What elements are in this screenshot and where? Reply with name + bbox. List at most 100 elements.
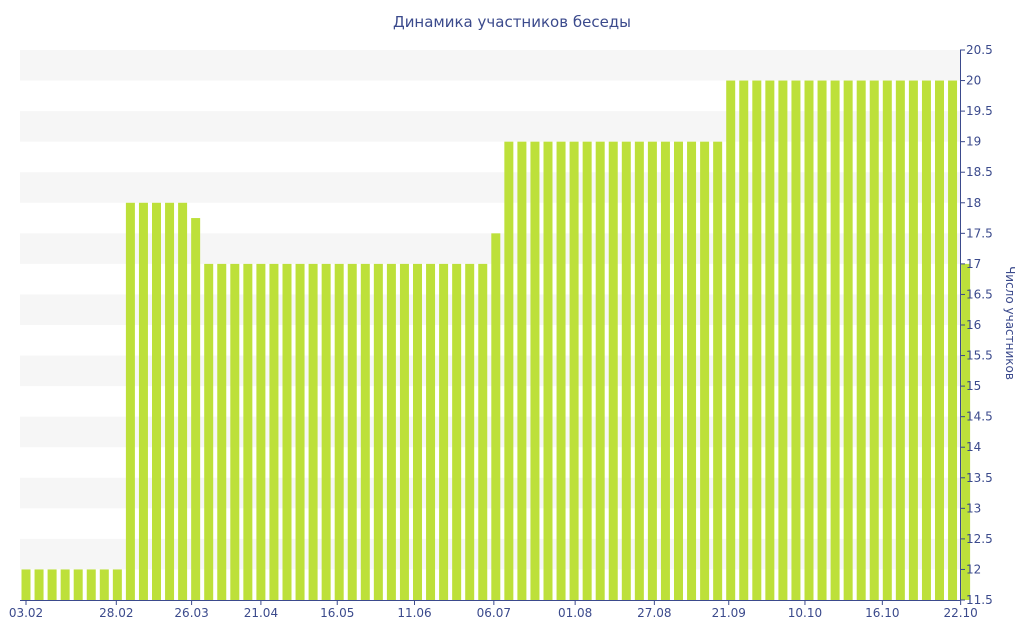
bar[interactable]: [47, 569, 57, 600]
bar[interactable]: [321, 263, 331, 600]
x-tick-label: 22.10: [943, 606, 977, 620]
chart-title: Динамика участников беседы: [392, 13, 632, 31]
bar[interactable]: [386, 263, 396, 600]
x-tick-label: 21.09: [712, 606, 746, 620]
bar[interactable]: [817, 80, 827, 601]
bar[interactable]: [152, 202, 161, 600]
x-tick-label: 16.05: [320, 606, 354, 620]
bar[interactable]: [165, 202, 175, 600]
bar[interactable]: [21, 569, 31, 600]
bar[interactable]: [504, 141, 514, 600]
bar[interactable]: [935, 80, 944, 601]
bar[interactable]: [491, 233, 501, 601]
bar[interactable]: [295, 263, 305, 600]
x-axis: 03.02 28.02 26.03 21.04 16.05 11.06 06.07 01.08…: [9, 600, 978, 620]
bar[interactable]: [791, 80, 801, 601]
y-axis: 11.5 12 12.5 13 13.5 14 14.5 15 15.5 16 16.5 17 17.5…: [960, 43, 993, 607]
bar[interactable]: [112, 569, 122, 600]
bar[interactable]: [452, 263, 462, 600]
bar[interactable]: [726, 80, 736, 601]
bar[interactable]: [739, 80, 749, 601]
bar[interactable]: [752, 80, 762, 601]
bar[interactable]: [99, 569, 109, 600]
bar[interactable]: [948, 80, 958, 601]
bar[interactable]: [125, 202, 135, 600]
bar[interactable]: [569, 141, 579, 600]
bar[interactable]: [843, 80, 853, 601]
bar[interactable]: [765, 80, 775, 601]
bar[interactable]: [961, 263, 971, 600]
bar[interactable]: [713, 141, 723, 600]
bar[interactable]: [191, 218, 201, 601]
bar[interactable]: [465, 263, 475, 600]
bar[interactable]: [439, 263, 449, 600]
y-tick-label: 12: [966, 562, 981, 576]
grid-band: [20, 50, 960, 81]
y-tick-label: 16: [966, 318, 981, 332]
bar[interactable]: [73, 569, 83, 600]
bar[interactable]: [660, 141, 670, 600]
bar[interactable]: [478, 263, 488, 600]
bar[interactable]: [543, 141, 553, 600]
y-tick-label: 20.5: [966, 43, 993, 57]
y-tick-label: 18: [966, 196, 981, 210]
bar[interactable]: [360, 263, 370, 600]
grid-band: [20, 233, 960, 264]
bar[interactable]: [256, 263, 266, 600]
bar[interactable]: [204, 263, 214, 600]
bar[interactable]: [243, 263, 253, 600]
bars: [21, 80, 971, 601]
bar[interactable]: [595, 141, 605, 600]
bar[interactable]: [347, 263, 357, 600]
bar[interactable]: [517, 141, 527, 600]
y-tick-label: 20: [966, 74, 981, 88]
y-tick-label: 15.5: [966, 349, 993, 363]
bar[interactable]: [804, 80, 814, 601]
bar[interactable]: [856, 80, 866, 601]
y-tick-label: 14.5: [966, 410, 993, 424]
bar[interactable]: [778, 80, 788, 601]
bar[interactable]: [674, 141, 683, 600]
bar[interactable]: [34, 569, 44, 600]
bar[interactable]: [86, 569, 96, 600]
y-tick-label: 13: [966, 501, 981, 515]
bar[interactable]: [308, 263, 318, 600]
y-axis-label: Число участников: [1003, 266, 1017, 380]
bar[interactable]: [882, 80, 892, 601]
bar[interactable]: [413, 263, 422, 600]
bar[interactable]: [60, 569, 70, 600]
bar[interactable]: [895, 80, 905, 601]
bar[interactable]: [869, 80, 879, 601]
bar[interactable]: [399, 263, 409, 600]
x-tick-label: 11.06: [397, 606, 431, 620]
x-tick-label: 16.10: [865, 606, 899, 620]
bar[interactable]: [269, 263, 279, 600]
bar[interactable]: [700, 141, 710, 600]
grid-band: [20, 172, 960, 203]
bar[interactable]: [230, 263, 240, 600]
y-tick-label: 14: [966, 440, 981, 454]
grid-band: [20, 355, 960, 387]
bar[interactable]: [830, 80, 840, 601]
bar[interactable]: [282, 263, 292, 600]
bar[interactable]: [373, 263, 383, 600]
bar[interactable]: [178, 202, 188, 600]
x-tick-label: 10.10: [788, 606, 822, 620]
bar[interactable]: [334, 263, 344, 600]
bar[interactable]: [647, 141, 657, 600]
y-tick-label: 19.5: [966, 104, 993, 118]
bar[interactable]: [426, 263, 436, 600]
bar[interactable]: [908, 80, 918, 601]
bar[interactable]: [530, 141, 540, 600]
bar[interactable]: [621, 141, 631, 600]
bar[interactable]: [582, 141, 592, 600]
bar[interactable]: [556, 141, 566, 600]
grid-band: [20, 538, 960, 570]
bar[interactable]: [634, 141, 644, 600]
bar[interactable]: [687, 141, 697, 600]
bar[interactable]: [138, 202, 148, 600]
bar[interactable]: [217, 263, 227, 600]
bar[interactable]: [921, 80, 931, 601]
grid-bands: [20, 50, 960, 570]
bar[interactable]: [608, 141, 618, 600]
